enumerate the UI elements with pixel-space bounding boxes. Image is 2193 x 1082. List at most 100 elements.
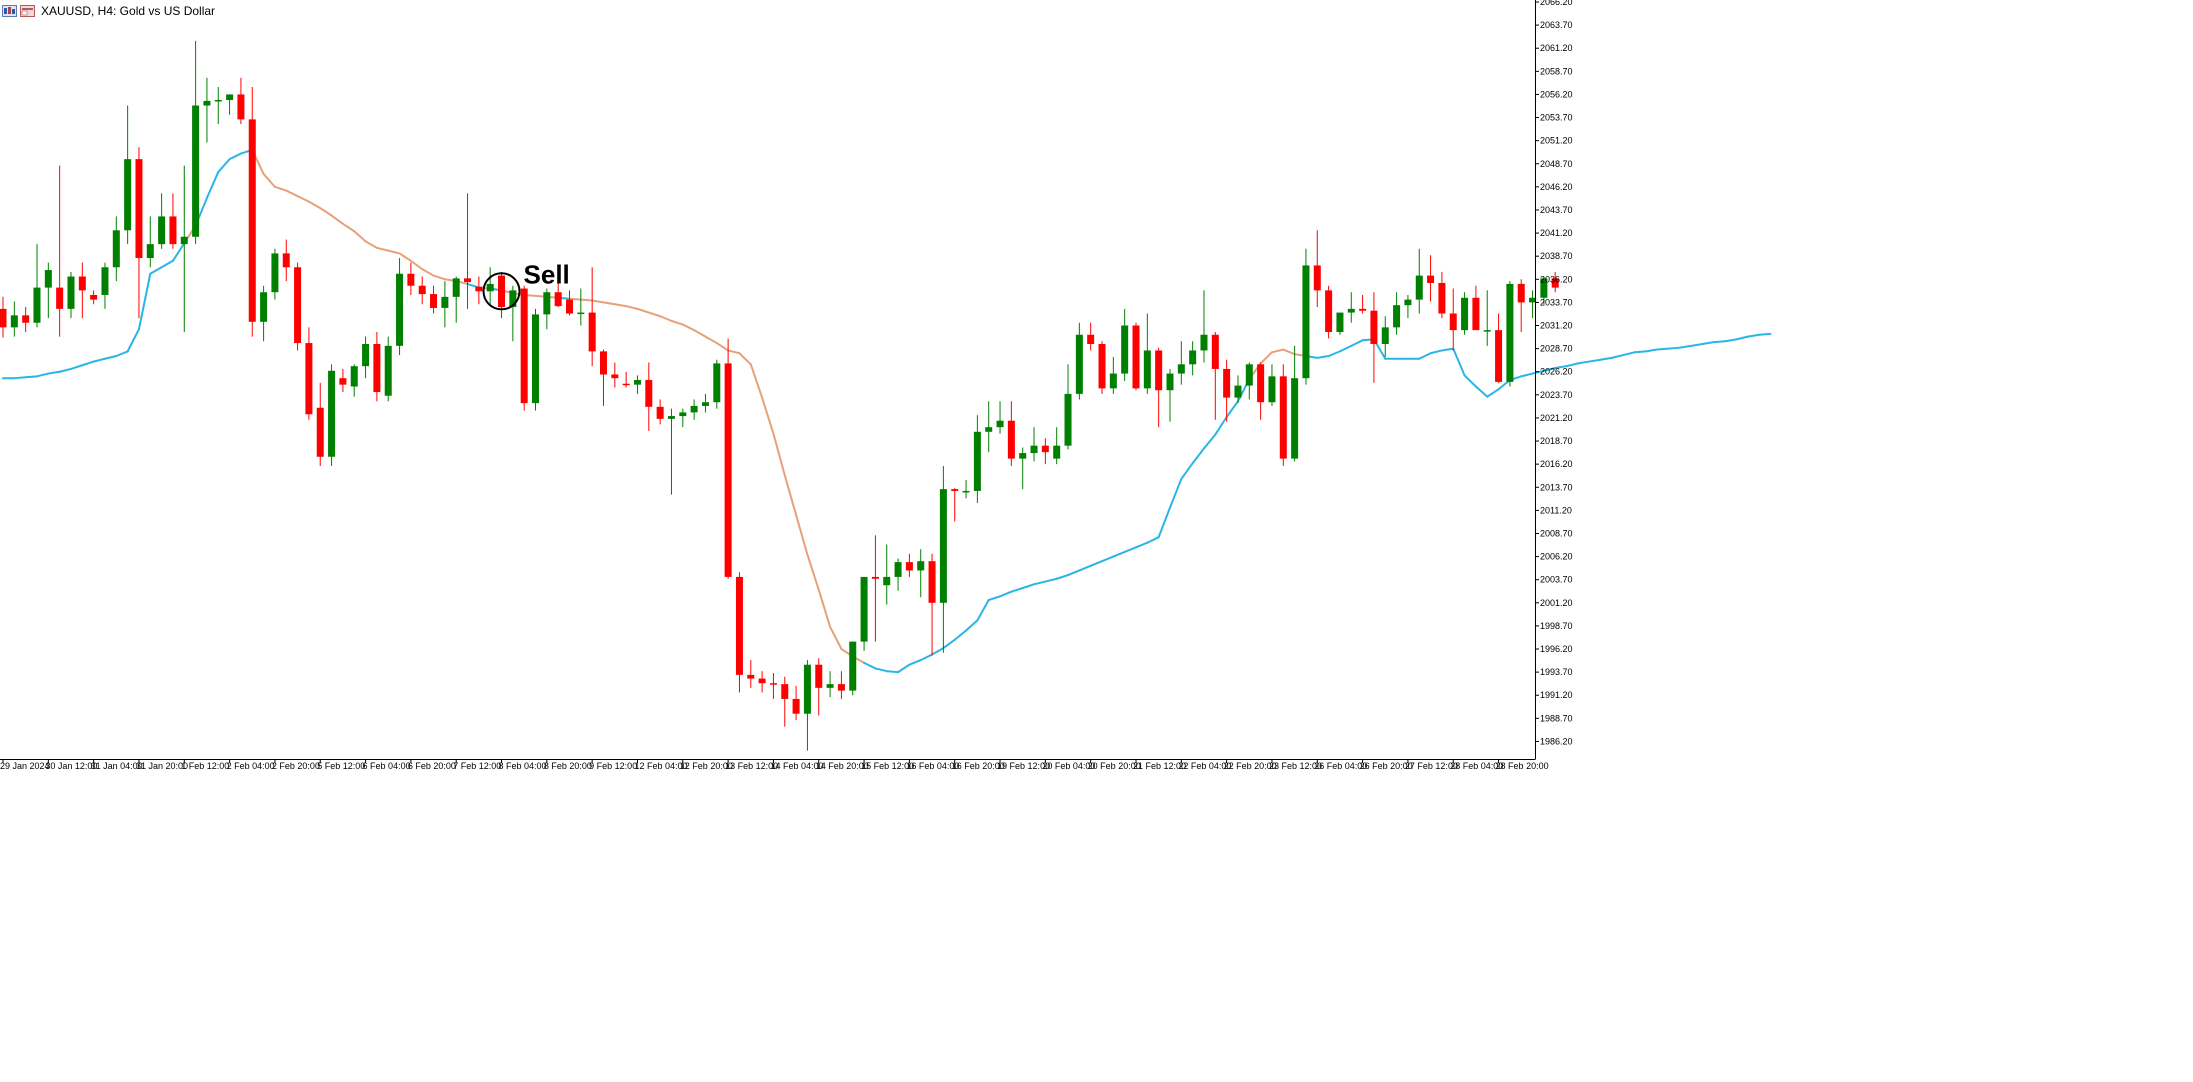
candle: [350, 364, 358, 397]
candle-body: [735, 576, 743, 675]
candle: [996, 401, 1004, 434]
x-tick-label: 26 Feb 20:00: [1360, 761, 1413, 771]
symbol-title: XAUUSD, H4: Gold vs US Dollar: [41, 4, 216, 18]
ma-segment: [137, 272, 152, 331]
candle-body: [1393, 305, 1401, 328]
candle: [1132, 322, 1140, 391]
x-tick-label: 2 Feb 04:00: [227, 761, 275, 771]
candle: [849, 641, 857, 696]
candle-body: [1245, 364, 1253, 386]
candle: [577, 288, 585, 326]
candle-body: [996, 420, 1004, 428]
candle-body: [316, 407, 324, 457]
candle: [1415, 248, 1423, 314]
ma-segment: [1576, 360, 1591, 365]
y-tick-label: 2036.20: [1540, 274, 1573, 284]
ma-segment: [727, 349, 741, 355]
candle: [758, 671, 766, 693]
window-icon[interactable]: [20, 5, 35, 17]
candle-body: [418, 285, 426, 295]
ma-segment: [1191, 447, 1205, 465]
ma-segment: [1622, 351, 1636, 357]
candle-body: [633, 380, 641, 385]
candle: [418, 276, 426, 305]
y-tick-label: 2021.20: [1540, 413, 1573, 423]
ma-segment: [1044, 577, 1058, 583]
x-tick-label: 22 Feb 04:00: [1178, 761, 1231, 771]
ma-segment: [1259, 351, 1273, 365]
ma-segment: [738, 352, 752, 366]
ma-segment: [1033, 580, 1047, 586]
candle: [1075, 322, 1083, 400]
candle: [271, 248, 279, 300]
y-tick-label: 2031.20: [1540, 321, 1573, 331]
candle-body: [928, 561, 936, 603]
x-tick-label: 12 Feb 04:00: [634, 761, 687, 771]
candle: [248, 87, 256, 337]
candle-body: [1438, 282, 1446, 314]
candle: [917, 549, 925, 598]
ma-segment: [1735, 335, 1749, 341]
candle: [328, 364, 336, 466]
candle-body: [1279, 376, 1287, 459]
ma-segment: [1225, 400, 1239, 419]
candle: [815, 658, 823, 716]
candle: [226, 94, 234, 115]
ma-segment: [976, 599, 990, 622]
candle: [1064, 364, 1072, 450]
y-tick-label: 2033.70: [1540, 297, 1573, 307]
candle: [951, 488, 959, 522]
chart-type-icon[interactable]: [2, 5, 17, 17]
candle: [871, 535, 879, 642]
x-tick-label: 16 Feb 20:00: [952, 761, 1005, 771]
candle: [169, 193, 177, 249]
candle-body: [1268, 376, 1276, 403]
ma-segment: [885, 670, 900, 674]
candle-body: [1166, 373, 1174, 391]
ma-segment: [1486, 388, 1500, 398]
candle: [1257, 362, 1265, 420]
candle-body: [10, 315, 18, 328]
candle: [407, 262, 415, 296]
candle: [1019, 447, 1027, 490]
candle: [1472, 285, 1480, 331]
ma-segment: [353, 230, 367, 243]
candle: [1291, 345, 1299, 462]
candle-body: [158, 216, 166, 245]
candle-body: [973, 431, 981, 491]
ma-segment: [987, 595, 1002, 602]
candle-body: [407, 273, 415, 286]
x-tick-label: 20 Feb 20:00: [1088, 761, 1141, 771]
x-tick-label: 29 Jan 2024: [0, 761, 50, 771]
ma-segment: [1644, 348, 1659, 353]
candle: [1177, 341, 1185, 385]
y-tick-label: 2058.70: [1540, 66, 1573, 76]
candle: [22, 307, 30, 332]
candle: [452, 276, 460, 323]
axes-layer: 1986.20 1988.70 1991.20 1993.70 1996.20 1998.…: [0, 0, 1573, 771]
ma-segment: [126, 328, 140, 353]
candle: [146, 216, 154, 268]
ma-segment: [1418, 352, 1432, 360]
y-tick-label: 2051.20: [1540, 136, 1573, 146]
x-tick-label: 19 Feb 12:00: [997, 761, 1050, 771]
candle: [1404, 295, 1412, 319]
candle-body: [792, 698, 800, 714]
ma-segment: [364, 240, 378, 249]
candle: [622, 371, 630, 388]
candle-body: [758, 678, 766, 684]
ma-segment: [228, 152, 242, 161]
ma-segment: [432, 274, 446, 281]
candle-body: [724, 363, 732, 577]
candle: [667, 408, 675, 495]
candle: [124, 105, 132, 245]
candle-body: [146, 244, 154, 259]
x-tick-label: 6 Feb 04:00: [363, 761, 411, 771]
ma-segment: [625, 305, 639, 310]
x-tick-label: 8 Feb 04:00: [499, 761, 547, 771]
ma-segment: [874, 667, 888, 673]
y-tick-label: 2001.20: [1540, 598, 1573, 608]
candle-body: [339, 378, 347, 385]
